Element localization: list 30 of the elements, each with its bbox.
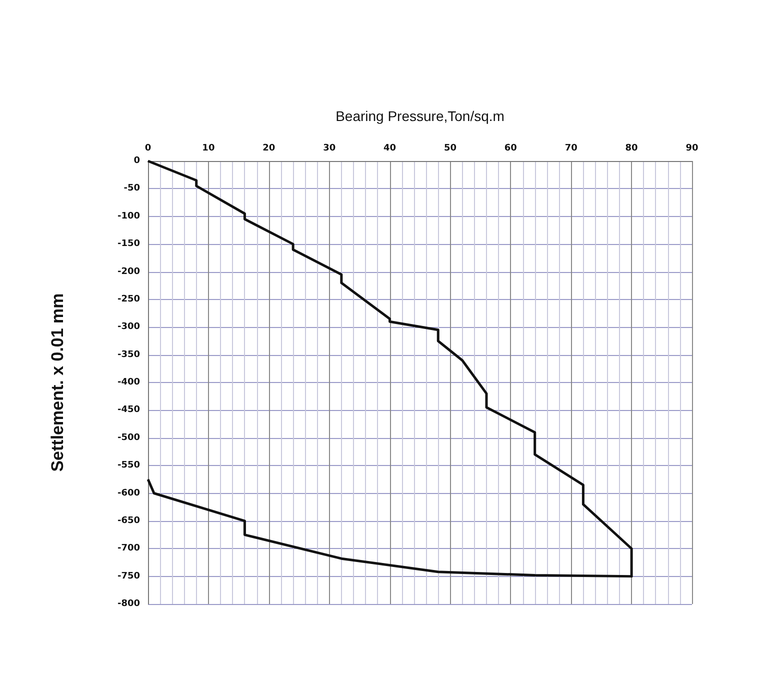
line-series: [146, 160, 633, 578]
y-tick-label: -100: [117, 211, 140, 222]
x-tick-label: 10: [202, 144, 215, 154]
y-tick-label: -450: [117, 405, 140, 416]
y-tick-label: -300: [117, 322, 140, 332]
y-tick-label: -700: [117, 544, 140, 554]
y-tick-label: 0: [134, 156, 140, 166]
x-tick-label: 40: [384, 144, 396, 154]
x-tick-label: 30: [323, 144, 336, 154]
x-tick-label: 60: [504, 144, 517, 154]
x-axis-title: Bearing Pressure,Ton/sq.m: [336, 108, 504, 124]
x-tick-label: 50: [444, 144, 456, 154]
y-tick-label: -500: [117, 432, 140, 443]
y-tick-label: -200: [117, 266, 140, 277]
x-tick-label: 0: [144, 144, 152, 154]
y-tick-label: -650: [117, 516, 140, 526]
x-tick-label: 20: [262, 144, 276, 154]
y-tick-label: -50: [124, 184, 140, 194]
x-tick-label: 70: [564, 144, 578, 154]
y-tick-label: -550: [117, 460, 140, 471]
y-tick-label: -600: [117, 488, 140, 498]
y-tick-label: -250: [117, 294, 140, 304]
y-tick-label: -400: [117, 378, 140, 388]
x-tick-label: 80: [625, 144, 638, 154]
y-tick-label: -350: [117, 350, 140, 360]
y-tick-label: -750: [117, 571, 140, 582]
y-axis-title: Settlement. x 0.01 mm: [48, 293, 67, 472]
y-tick-label: -800: [117, 599, 140, 609]
y-tick-label: -150: [117, 239, 140, 250]
x-tick-label: 90: [686, 144, 698, 154]
